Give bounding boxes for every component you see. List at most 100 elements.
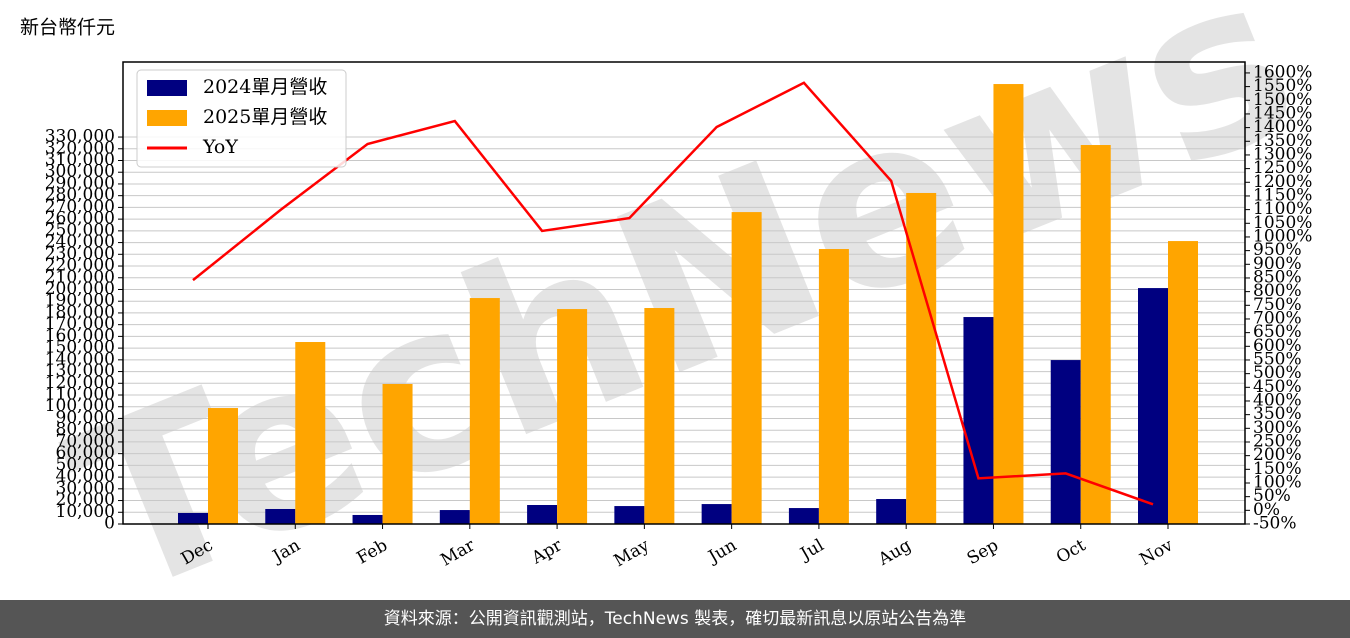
y-tick-label: 260,000 [45,209,115,229]
y2-tick-label: 1350% [1253,131,1312,151]
legend-swatch [147,80,187,96]
y2-tick-label: 450% [1253,377,1302,397]
bar [1080,145,1111,524]
y2-tick-label: 600% [1253,336,1302,356]
y-tick-label: 280,000 [45,185,115,205]
bar [469,298,500,524]
bar [963,317,994,524]
y2-tick-label: -50% [1253,514,1297,534]
y-tick-label: 40,000 [56,467,115,487]
bar [1138,288,1168,524]
y-tick-label: 290,000 [45,173,115,193]
y-tick-label: 120,000 [45,373,115,393]
y2-tick-label: 900% [1253,254,1302,274]
x-tick-label: Jun [704,535,741,568]
y2-tick-label: 350% [1253,404,1302,424]
bar [701,504,732,524]
bar [818,249,849,524]
bar [352,514,383,524]
y2-tick-label: 1050% [1253,213,1312,233]
y2-tick-label: 850% [1253,267,1302,287]
bar [731,212,762,524]
y-tick-label: 300,000 [45,162,115,182]
y2-tick-label: 550% [1253,349,1302,369]
y-tick-label: 140,000 [45,349,115,369]
y2-tick-label: 0% [1253,500,1280,520]
x-tick-label: Oct [1053,535,1089,568]
x-tick-label: May [611,535,654,571]
chart-title: 新台幣仟元 [20,17,115,39]
y2-tick-label: 1150% [1253,185,1312,205]
x-tick-label: Nov [1136,535,1176,570]
x-tick-label: Aug [874,535,915,570]
x-tick-label: Jul [796,535,828,565]
y-tick-label: 60,000 [56,443,115,463]
source-note: 資料來源：公開資訊觀測站，TechNews 製表，確切最新訊息以原站公告為準 [384,609,966,629]
y-tick-label: 30,000 [56,478,115,498]
legend-label: 2024單月營收 [203,76,327,98]
y2-tick-label: 1200% [1253,172,1312,192]
y-tick-label: 310,000 [45,150,115,170]
x-tick-label: Mar [437,535,479,571]
plot-frame [122,61,1246,525]
bar [557,309,588,524]
y-tick-label: 20,000 [56,490,115,510]
y2-tick-label: 50% [1253,486,1291,506]
y-tick-label: 190,000 [45,291,115,311]
y2-tick-label: 250% [1253,431,1302,451]
x-tick-label: Apr [528,535,567,569]
bar [788,508,819,524]
y-tick-label: 320,000 [45,138,115,158]
legend-swatch [147,110,187,126]
y2-tick-label: 1100% [1253,199,1312,219]
bar [1050,360,1081,524]
y-tick-label: 200,000 [45,279,115,299]
y2-tick-label: 800% [1253,281,1302,301]
bar [614,506,645,524]
y2-tick-label: 1000% [1253,226,1312,246]
bar [382,383,413,524]
y2-tick-label: 400% [1253,390,1302,410]
y-tick-label: 220,000 [45,256,115,276]
bar [1168,241,1198,524]
y-tick-label: 50,000 [56,455,115,475]
y-tick-label: 240,000 [45,232,115,252]
bar [265,508,296,524]
bar [208,408,238,524]
y2-tick-label: 1400% [1253,117,1312,137]
bar [993,84,1024,524]
y-tick-label: 210,000 [45,267,115,287]
x-tick-label: Sep [964,535,1002,569]
y2-tick-label: 500% [1253,363,1302,383]
bar [178,512,208,524]
y-tick-label: 150,000 [45,338,115,358]
legend: 2024單月營收 2025單月營收 YoY [136,69,347,168]
y-tick-label: 110,000 [45,385,115,405]
legend-label: 2025單月營收 [203,106,327,128]
y-tick-label: 170,000 [45,314,115,334]
y-tick-label: 70,000 [56,431,115,451]
y-tick-label: 160,000 [45,326,115,346]
line [192,81,1154,506]
y-tick-label: 330,000 [45,127,115,147]
y-tick-label: 10,000 [56,502,115,522]
y-tick-label: 0 [104,514,115,534]
y2-tick-label: 150% [1253,459,1302,479]
y-tick-label: 270,000 [45,197,115,217]
y-tick-label: 180,000 [45,302,115,322]
bar [906,192,937,524]
bar [439,510,470,524]
y2-tick-label: 200% [1253,445,1302,465]
legend-label: YoY [202,136,238,158]
y2-tick-label: 1300% [1253,144,1312,164]
y-tick-label: 230,000 [45,244,115,264]
y2-tick-label: 750% [1253,295,1302,315]
footer-bar [0,600,1350,638]
y-tick-label: 90,000 [56,408,115,428]
bar [876,499,907,524]
legend-box [136,69,347,168]
y2-tick-label: 950% [1253,240,1302,260]
y-tick-label: 80,000 [56,420,115,440]
